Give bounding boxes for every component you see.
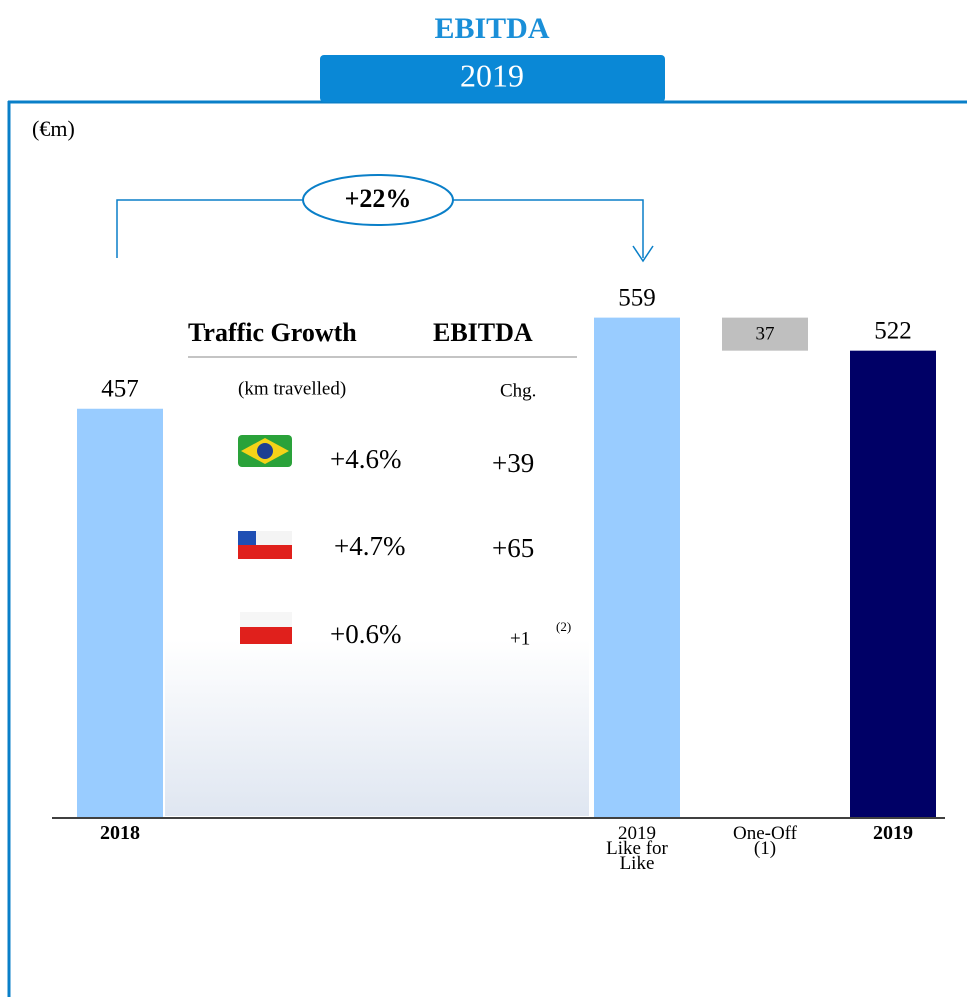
x-tick-label: One-Off (1) xyxy=(732,823,797,859)
bar xyxy=(594,317,680,817)
table-cell: +0.6% xyxy=(330,619,401,649)
table-subheader: (km travelled) xyxy=(238,378,346,399)
table-title: Traffic Growth xyxy=(188,318,357,347)
table-cell: +4.6% xyxy=(330,444,401,474)
bracket xyxy=(116,199,644,258)
annotation: +22% xyxy=(345,184,412,213)
arrow-head xyxy=(632,245,654,263)
bar xyxy=(77,408,163,817)
footnote-marker: (2) xyxy=(556,619,571,634)
x-tick-label: 2019 Like for Like xyxy=(606,823,668,874)
value-label: 522 xyxy=(874,317,912,344)
flag-brazil xyxy=(238,435,292,467)
chart-subtitle: 2019 xyxy=(460,57,524,93)
annotation-ellipse xyxy=(302,174,454,226)
value-label: 559 xyxy=(618,284,656,311)
flag-poland xyxy=(240,612,292,644)
value-label: 37 xyxy=(756,324,775,345)
table-cell: +65 xyxy=(492,533,534,563)
bar xyxy=(722,317,808,351)
table-cell: +39 xyxy=(492,448,534,478)
table-panel xyxy=(165,640,589,816)
table-title: EBITDA xyxy=(433,318,533,347)
flag-chile xyxy=(238,531,292,559)
subtitle-box xyxy=(320,55,665,102)
chart-title: EBITDA xyxy=(434,12,549,45)
bar xyxy=(850,350,936,817)
x-tick-label: 2018 xyxy=(100,822,140,844)
table-cell: +1 xyxy=(510,628,530,649)
unit-label: (€m) xyxy=(32,116,75,141)
x-tick-label: 2019 xyxy=(873,822,913,844)
table-cell: +4.7% xyxy=(334,531,405,561)
value-label: 457 xyxy=(101,375,139,402)
table-subheader: Chg. xyxy=(500,380,536,401)
